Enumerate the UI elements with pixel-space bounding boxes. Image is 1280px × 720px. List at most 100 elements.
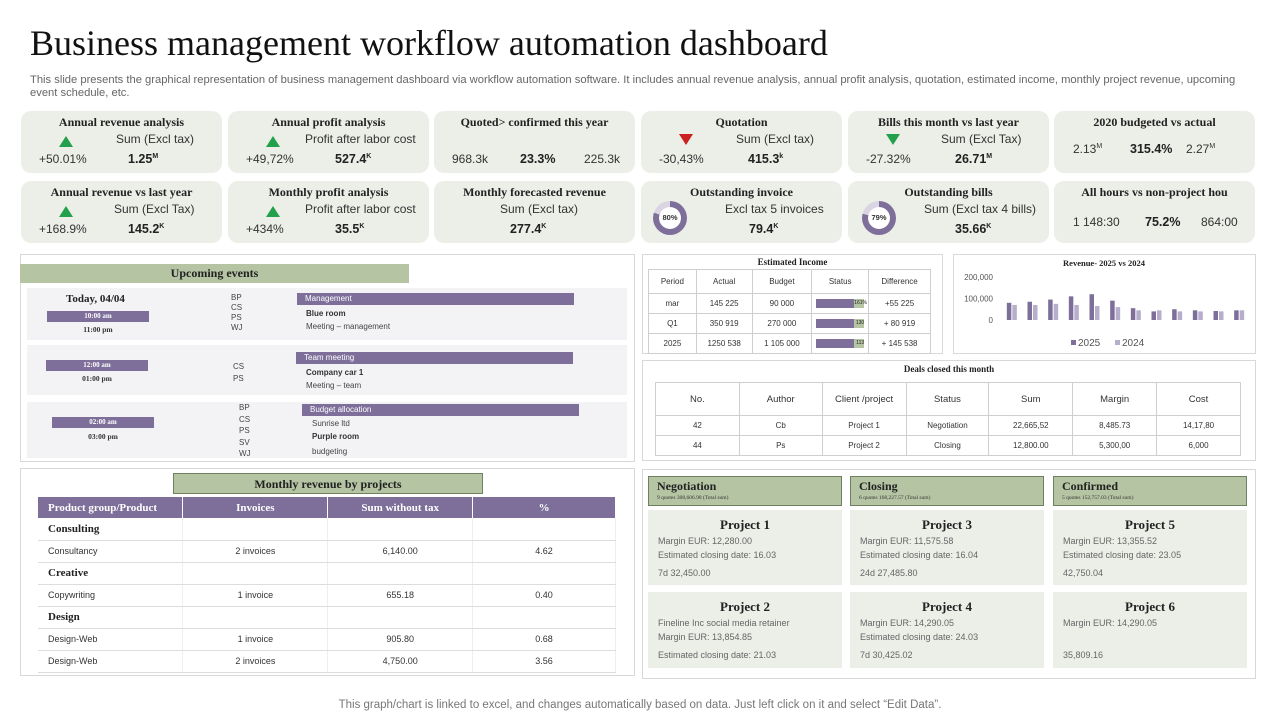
stage-name: Closing — [859, 479, 898, 493]
event-desc: Meeting – team — [306, 381, 362, 390]
trend-down-icon — [886, 134, 900, 145]
kpi-title: Annual revenue analysis — [58, 115, 185, 129]
event-place-top: Sunrise ltd — [312, 419, 350, 428]
bar-2025 — [1006, 302, 1012, 320]
deal-cell: 14,17,80 — [1156, 415, 1241, 436]
bar-2024 — [1157, 310, 1162, 320]
difference-cell: +55 225 — [868, 293, 931, 314]
project-name: Project 4 — [922, 599, 972, 614]
actual-cell: 145 225 — [695, 293, 753, 314]
kpi-change: +49,72% — [246, 152, 294, 166]
kpi-monthly-forecast[interactable]: Monthly forecasted revenue Sum (Excl tax… — [434, 181, 635, 243]
bar-2024 — [1198, 311, 1203, 320]
deal-cell: 22,665,52 — [988, 415, 1074, 436]
project-card[interactable]: Project 6 Margin EUR: 14,290.05 35,809.1… — [1053, 592, 1247, 668]
project-detail: Estimated closing date: 16.03 — [658, 550, 777, 560]
col-header: Product group/Product — [38, 497, 184, 518]
legend-label: 2024 — [1122, 338, 1145, 349]
project-card[interactable]: Project 1 Margin EUR: 12,280.00 Estimate… — [648, 510, 842, 585]
status-bar: 130 — [854, 319, 865, 328]
page-subtitle: This slide presents the graphical repres… — [30, 74, 1236, 99]
y-tick-label: 0 — [989, 316, 994, 325]
table-row[interactable]: 44 Ps Project 2 Closing 12,800.00 5,300,… — [655, 435, 1241, 456]
kpi-hours[interactable]: All hours vs non-project hou 1 148:30 75… — [1054, 181, 1255, 243]
deal-cell: Negotiation — [905, 415, 990, 436]
project-card[interactable]: Project 3 Margin EUR: 11,575.58 Estimate… — [850, 510, 1044, 585]
deal-cell: 6,000 — [1156, 435, 1241, 456]
invoices-cell: 1 invoice — [182, 584, 329, 607]
trend-up-icon — [59, 206, 73, 217]
donut-label: 80% — [659, 207, 681, 229]
deals-title: Deals closed this month — [903, 364, 995, 374]
kpi-quoted-confirmed[interactable]: Quoted> confirmed this year 968.3k 23.3%… — [434, 111, 635, 173]
project-detail: Estimated closing date: 21.03 — [658, 650, 777, 660]
group-name: Design — [38, 606, 184, 629]
event-desc: Meeting – management — [306, 322, 391, 331]
kpi-annual-profit[interactable]: Annual profit analysis Profit after labo… — [228, 111, 429, 173]
table-row[interactable]: 2025 1250 538 1 105 000 113 + 145 538 — [648, 333, 931, 354]
bar-2025 — [1110, 300, 1115, 320]
kpi-title: Quoted> confirmed this year — [460, 115, 609, 129]
col-header: Status — [811, 269, 870, 294]
project-detail: 7d 32,450.00 — [658, 568, 711, 578]
table-row[interactable]: Copywriting 1 invoice 655.18 0.40 — [38, 584, 616, 607]
status-bar: 161% — [854, 299, 867, 308]
group-row: Design — [38, 606, 616, 629]
sum-cell: 655.18 — [327, 584, 474, 607]
stage-summary: 9 quotes 308,606.98 (Total sum) — [657, 495, 729, 501]
col-header: Client /project — [821, 382, 907, 416]
sum-cell: 6,140.00 — [327, 540, 474, 563]
col-header: Difference — [868, 269, 931, 294]
project-card[interactable]: Project 5 Margin EUR: 13,355.52 Estimate… — [1053, 510, 1247, 585]
table-row[interactable]: Consultancy 2 invoices 6,140.00 4.62 — [38, 540, 616, 563]
group-name: Creative — [38, 562, 184, 585]
invoices-cell: 2 invoices — [182, 650, 329, 673]
monthly-revenue-table: Product group/Product Invoices Sum witho… — [38, 497, 616, 673]
bar-2024 — [1136, 310, 1141, 320]
kpi-outstanding-invoice[interactable]: Outstanding invoice 80% Excl tax 5 invoi… — [641, 181, 842, 243]
difference-cell: + 80 919 — [868, 313, 931, 334]
kpi-change: +434% — [246, 222, 284, 236]
kpi-title: All hours vs non-project hou — [1081, 185, 1228, 199]
stage-negotiation[interactable]: Negotiation 9 quotes 308,606.98 (Total s… — [648, 476, 842, 506]
kpi-annual-revenue-vs-last[interactable]: Annual revenue vs last year Sum (Excl Ta… — [21, 181, 222, 243]
difference-cell: + 145 538 — [868, 333, 931, 354]
kpi-left-value: 2.13M — [1073, 142, 1103, 156]
kpi-title: Quotation — [715, 115, 768, 129]
table-row[interactable]: Design-Web 1 invoice 905.80 0.68 — [38, 628, 616, 651]
kpi-monthly-profit[interactable]: Monthly profit analysis Profit after lab… — [228, 181, 429, 243]
kpi-label: Sum (Excl tax) — [736, 132, 815, 146]
kpi-change: +50.01% — [39, 152, 87, 166]
stage-confirmed[interactable]: Confirmed 5 quotes 152,757.03 (Total sum… — [1053, 476, 1247, 506]
kpi-quotation[interactable]: Quotation Sum (Excl tax) -30,43% 415.3k — [641, 111, 842, 173]
bar-2024 — [1074, 304, 1079, 320]
col-header: No. — [655, 382, 740, 416]
kpi-outstanding-bills[interactable]: Outstanding bills 79% Sum (Excl tax 4 bi… — [848, 181, 1049, 243]
project-card[interactable]: Project 2 Fineline Inc social media reta… — [648, 592, 842, 668]
kpi-annual-revenue[interactable]: Annual revenue analysis Sum (Excl tax) +… — [21, 111, 222, 173]
table-row[interactable]: 42 Cb Project 1 Negotiation 22,665,52 8,… — [655, 415, 1241, 436]
project-name: Project 3 — [922, 517, 972, 532]
bar-2024 — [1012, 304, 1017, 320]
legend-label: 2025 — [1078, 338, 1101, 349]
project-name: Project 6 — [1125, 599, 1175, 614]
kpi-change: +168.9% — [39, 222, 87, 236]
project-detail: Margin EUR: 14,290.05 — [1063, 618, 1158, 628]
project-detail: Estimated closing date: 23.05 — [1063, 550, 1182, 560]
kpi-label: Excl tax 5 invoices — [725, 202, 824, 216]
kpi-value: 145.2K — [128, 222, 165, 236]
table-row[interactable]: mar 145 225 90 000 161% +55 225 — [648, 293, 931, 314]
bar-2025 — [1151, 311, 1156, 320]
table-row[interactable]: Q1 350 919 270 000 130 + 80 919 — [648, 313, 931, 334]
kpi-value: 23.3% — [520, 152, 556, 166]
stage-closing[interactable]: Closing 6 quotes 168,227.57 (Total sum) — [850, 476, 1044, 506]
bar-2025 — [1068, 296, 1074, 320]
kpi-bills-month[interactable]: Bills this month vs last year Sum (Excl … — [848, 111, 1049, 173]
table-row[interactable]: Design-Web 2 invoices 4,750.00 3.56 — [38, 650, 616, 673]
status-bar: 113 — [854, 339, 865, 348]
period-cell: Q1 — [648, 313, 697, 334]
kpi-budget-actual[interactable]: 2020 budgeted vs actual 2.13M 315.4% 2.2… — [1054, 111, 1255, 173]
project-card[interactable]: Project 4 Margin EUR: 14,290.05 Estimate… — [850, 592, 1044, 668]
kpi-title: Outstanding bills — [904, 185, 993, 199]
kpi-label: Sum (Excl Tax) — [114, 202, 195, 216]
